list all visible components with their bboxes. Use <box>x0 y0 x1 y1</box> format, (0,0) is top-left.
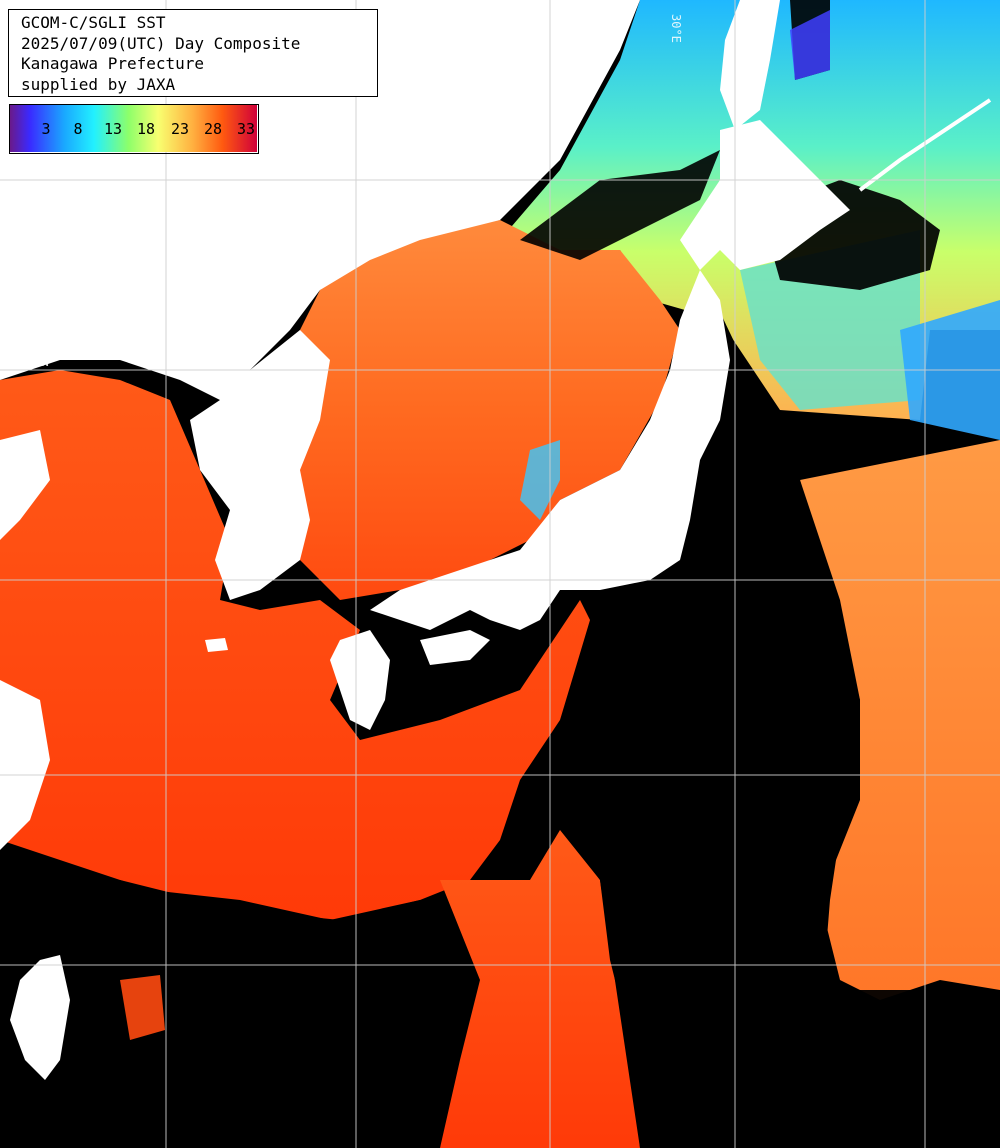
legend-tick: 13 <box>103 120 123 138</box>
land-kurils <box>858 98 992 192</box>
cloud-southeast <box>820 990 1000 1148</box>
land-china-coast <box>0 430 50 540</box>
legend-tick: 28 <box>203 120 223 138</box>
land-honshu <box>370 270 730 630</box>
legend-tick: 3 <box>41 120 51 138</box>
cloud-swath <box>560 270 860 1148</box>
land-china-southwest <box>0 680 50 850</box>
title-box: GCOM-C/SGLI SST 2025/07/09(UTC) Day Comp… <box>8 9 378 97</box>
land-jeju <box>205 638 228 652</box>
land-taiwan <box>10 955 70 1080</box>
land-asia-north <box>0 0 640 400</box>
grid-label-left: 40°N <box>20 355 49 369</box>
cloud-southwest <box>0 880 460 1148</box>
sea-of-japan <box>250 220 680 600</box>
legend-tick: 8 <box>73 120 83 138</box>
land-hokkaido <box>680 120 850 270</box>
cool-patch-sakhalin <box>790 10 830 80</box>
legend-colorbar <box>10 105 257 152</box>
pacific-south-japan <box>440 830 640 1148</box>
grid-label-top-right: 30°E <box>669 14 683 43</box>
land-kyushu <box>330 630 390 730</box>
title-date: 2025/07/09(UTC) Day Composite <box>21 33 301 53</box>
title-supplier: supplied by JAXA <box>21 74 176 94</box>
cloud-north-1 <box>520 150 720 260</box>
title-region: Kanagawa Prefecture <box>21 54 205 73</box>
land-island-north <box>400 128 425 160</box>
legend-tick: 18 <box>136 120 156 138</box>
color-scale-legend: 3 8 13 18 23 28 33 <box>9 104 259 154</box>
title-product: GCOM-C/SGLI SST <box>21 13 166 32</box>
legend-tick: 23 <box>170 120 190 138</box>
land-korea <box>190 330 330 600</box>
legend-labels: 3 8 13 18 23 28 33 <box>10 105 258 153</box>
warm-patch-sw <box>120 975 165 1040</box>
yellow-east-china-sea <box>0 370 590 920</box>
legend-tick: 33 <box>236 120 256 138</box>
land-shikoku <box>420 630 490 665</box>
